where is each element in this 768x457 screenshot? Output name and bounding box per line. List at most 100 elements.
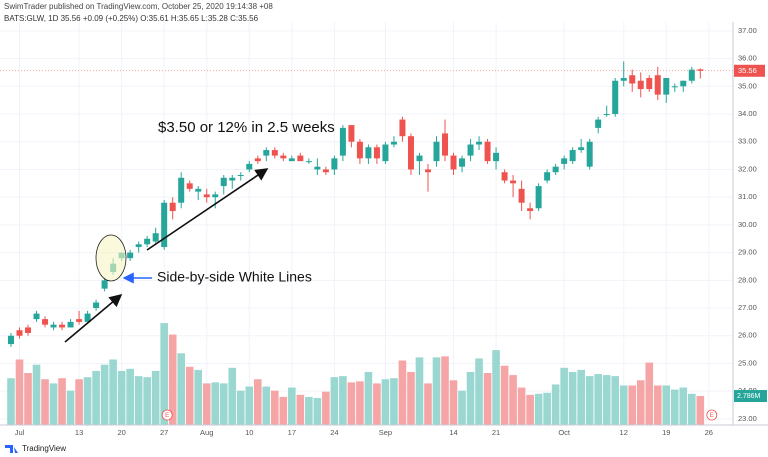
volume-bar — [202, 383, 211, 425]
axes: 23.0024.0025.0026.0027.0028.0029.0030.00… — [0, 26, 767, 437]
candle-body — [25, 327, 32, 333]
volume-bar — [322, 391, 330, 425]
candle-body — [493, 152, 500, 162]
volume-bar — [356, 381, 364, 425]
earnings-label: E — [710, 413, 714, 419]
candle-body — [510, 180, 517, 184]
candle-body — [544, 172, 551, 181]
grid — [0, 22, 733, 425]
y-tick-label: 28.00 — [738, 275, 757, 284]
volume-bar — [458, 390, 466, 425]
candle-body — [629, 75, 636, 84]
volume-bar — [177, 353, 185, 425]
volume-bar — [83, 377, 92, 425]
x-tick-label: 17 — [288, 428, 296, 437]
y-tick-label: 35.00 — [738, 81, 757, 90]
candle-body — [637, 80, 644, 90]
volume-bar — [398, 360, 407, 425]
candle-body — [50, 324, 57, 328]
volume-bar — [194, 369, 203, 425]
volume-bar — [92, 370, 100, 425]
candle-body — [76, 319, 83, 322]
earnings-marker — [706, 409, 718, 421]
x-tick-label: 14 — [449, 428, 457, 437]
volume-bar — [585, 376, 594, 425]
volume-bar — [279, 396, 288, 425]
volume-bar — [100, 364, 109, 425]
volume-bar — [696, 396, 705, 425]
volume-bar — [688, 393, 696, 425]
x-tick-label: 26 — [705, 428, 713, 437]
volume-bar — [636, 380, 645, 425]
y-tick-label: 32.00 — [738, 164, 757, 173]
volume-bar — [390, 378, 398, 425]
volume-pane — [7, 323, 705, 425]
volume-bar — [219, 383, 228, 425]
arrow — [146, 168, 269, 251]
volume-bar — [313, 397, 322, 425]
volume-bar — [185, 366, 194, 425]
candle-body — [314, 166, 321, 170]
candle-body — [297, 155, 304, 162]
y-tick-label: 25.00 — [738, 358, 757, 367]
candle-body — [569, 150, 576, 162]
last-price-box — [734, 64, 765, 77]
candle-body — [161, 202, 168, 248]
volume-bar — [594, 374, 602, 425]
volume-bar — [441, 356, 449, 425]
candle-body — [59, 324, 66, 328]
candle-body — [195, 188, 202, 192]
candle-body — [356, 141, 363, 159]
candle-body — [620, 77, 627, 81]
earnings-marker — [161, 409, 173, 421]
candle-body — [697, 69, 704, 71]
candle-body — [416, 155, 423, 162]
y-tick-label: 36.00 — [738, 54, 757, 63]
candle-body — [348, 125, 355, 142]
candle-body — [93, 302, 100, 309]
candle-body — [535, 186, 542, 209]
x-tick-label: Aug — [200, 428, 213, 437]
highlight-ellipse — [95, 234, 127, 282]
earnings-label: E — [165, 413, 169, 419]
volume-bar — [66, 390, 75, 425]
volume-bar — [347, 382, 356, 425]
volume-bar — [679, 387, 688, 425]
volume-bar — [373, 383, 381, 425]
candle-body — [399, 119, 406, 137]
y-tick-label: 27.00 — [738, 303, 757, 312]
candle-body — [501, 172, 508, 181]
candle-body — [67, 321, 74, 328]
candle-body — [339, 127, 346, 156]
candle-body — [288, 158, 295, 162]
volume-bar — [509, 375, 517, 425]
volume-bar — [262, 386, 271, 425]
candle-body — [442, 133, 449, 156]
volume-bar — [466, 371, 475, 425]
volume-bar — [211, 382, 220, 425]
x-tick-label: Sep — [379, 428, 392, 437]
volume-bar — [364, 371, 373, 425]
volume-bar — [168, 334, 177, 425]
candle-body — [484, 141, 491, 162]
volume-bar — [662, 385, 671, 425]
candle-body — [246, 163, 253, 170]
candle-body — [135, 244, 142, 248]
candle-body — [212, 194, 219, 198]
volume-bar — [560, 367, 568, 425]
volume-bar — [628, 385, 637, 425]
volume-bar — [160, 323, 168, 425]
volume-bar — [245, 386, 254, 425]
volume-bar — [602, 375, 611, 425]
candle-body — [186, 183, 193, 189]
volume-bar — [653, 385, 662, 425]
candle-body — [373, 147, 380, 159]
candle-body — [237, 174, 244, 176]
candle-body — [33, 313, 40, 320]
y-tick-label: 23.00 — [738, 414, 757, 423]
volume-bar — [296, 394, 305, 425]
candle-body — [595, 119, 602, 128]
candle-body — [612, 80, 619, 115]
candle-body — [331, 158, 338, 170]
volume-bar — [228, 367, 237, 425]
